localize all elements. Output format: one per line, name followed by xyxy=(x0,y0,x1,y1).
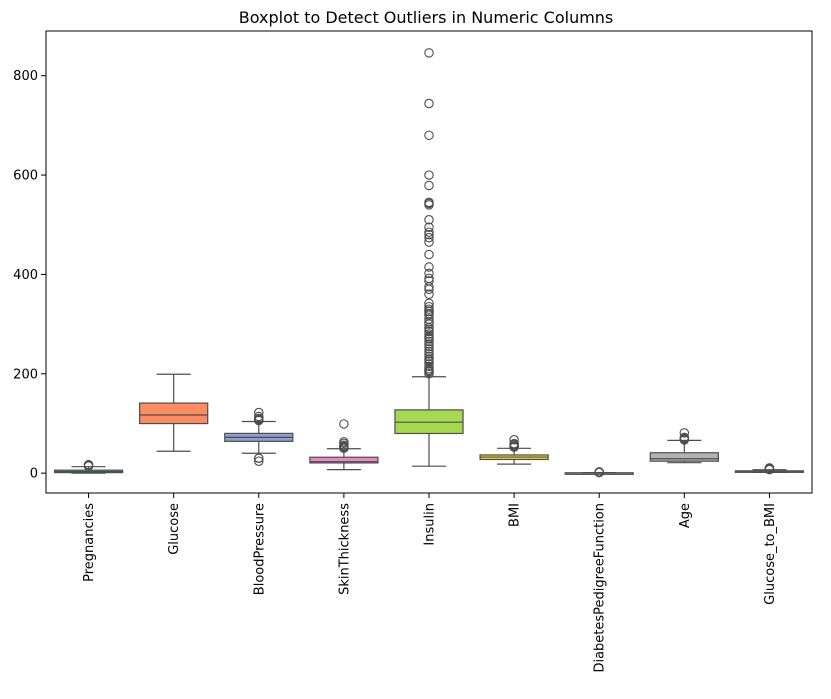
x-tick-label: Glucose xyxy=(167,503,182,555)
outlier-point xyxy=(424,329,434,339)
outlier-point xyxy=(424,336,434,347)
x-tick-label: SkinThickness xyxy=(337,503,352,595)
outlier-point xyxy=(424,273,434,284)
x-tick-label: BMI xyxy=(508,503,523,527)
box-body xyxy=(309,456,379,464)
outlier-point xyxy=(254,407,264,418)
box-BMI xyxy=(479,435,549,465)
chart-title: Boxplot to Detect Outliers in Numeric Co… xyxy=(239,8,614,27)
outlier-point xyxy=(509,435,519,445)
x-tick-label: Insulin xyxy=(423,503,438,546)
box-body xyxy=(139,402,209,425)
outlier-point xyxy=(424,351,434,362)
outlier-point xyxy=(424,98,434,109)
outlier-point xyxy=(679,428,690,438)
box-SkinThickness xyxy=(309,419,379,471)
outlier-point xyxy=(424,170,434,180)
outlier-point xyxy=(424,346,434,357)
y-tick-label: 400 xyxy=(13,268,38,283)
y-tick-label: 800 xyxy=(13,69,38,84)
x-axis: Pregnancies Glucose BloodPressure SkinThick… xyxy=(82,493,778,673)
outlier-point xyxy=(509,438,519,449)
outlier-point xyxy=(424,262,434,272)
outlier-point xyxy=(424,304,434,314)
y-axis: 0 200 400 600 800 xyxy=(13,69,46,482)
outlier-point xyxy=(424,361,434,372)
box-Pregnancies xyxy=(53,459,124,474)
outlier-point xyxy=(764,463,775,473)
x-tick-label: Glucose_to_BMI xyxy=(763,503,778,605)
y-tick-label: 200 xyxy=(13,367,38,382)
box-body xyxy=(649,452,719,462)
outlier-point xyxy=(679,432,690,443)
outlier-point xyxy=(424,180,434,191)
outlier-point xyxy=(424,326,434,337)
plot-area-frame xyxy=(45,30,813,494)
outlier-point xyxy=(424,354,434,364)
outlier-point xyxy=(424,339,434,349)
outlier-point xyxy=(424,289,434,300)
outlier-point xyxy=(424,344,434,354)
box-DiabetesPedigreeFunction xyxy=(564,467,634,478)
outlier-point xyxy=(424,276,434,286)
outlier-point xyxy=(424,249,434,260)
x-tick-label: BloodPressure xyxy=(252,503,267,595)
x-tick-label: Pregnancies xyxy=(82,503,97,582)
outlier-point xyxy=(424,237,434,247)
outlier-point xyxy=(594,467,604,477)
outlier-point xyxy=(424,130,434,141)
outlier-point xyxy=(424,349,434,359)
outlier-point xyxy=(83,459,94,470)
x-tick-label: DiabetesPedigreeFunction xyxy=(593,503,608,673)
outlier-point xyxy=(339,437,349,447)
outlier-point xyxy=(424,48,434,58)
x-tick-label: Age xyxy=(678,503,693,528)
outlier-point xyxy=(424,301,434,312)
outlier-point xyxy=(424,268,434,279)
y-tick-label: 0 xyxy=(30,467,38,482)
box-Age xyxy=(649,428,719,464)
box-Glucose_to_BMI xyxy=(734,463,805,475)
outlier-point xyxy=(254,453,264,463)
outlier-point xyxy=(424,229,434,240)
outlier-point xyxy=(424,197,434,208)
box-Insulin xyxy=(394,48,464,467)
outlier-point xyxy=(424,222,434,232)
outlier-point xyxy=(254,411,264,422)
boxes-layer xyxy=(53,48,805,478)
box-BloodPressure xyxy=(224,407,294,466)
outlier-point xyxy=(424,227,434,237)
outlier-point xyxy=(424,232,434,243)
outlier-point xyxy=(339,419,349,429)
outlier-point xyxy=(424,359,434,369)
y-tick-label: 600 xyxy=(13,169,38,184)
outlier-point xyxy=(254,456,264,466)
box-Glucose xyxy=(139,373,209,452)
outlier-point xyxy=(424,215,434,225)
